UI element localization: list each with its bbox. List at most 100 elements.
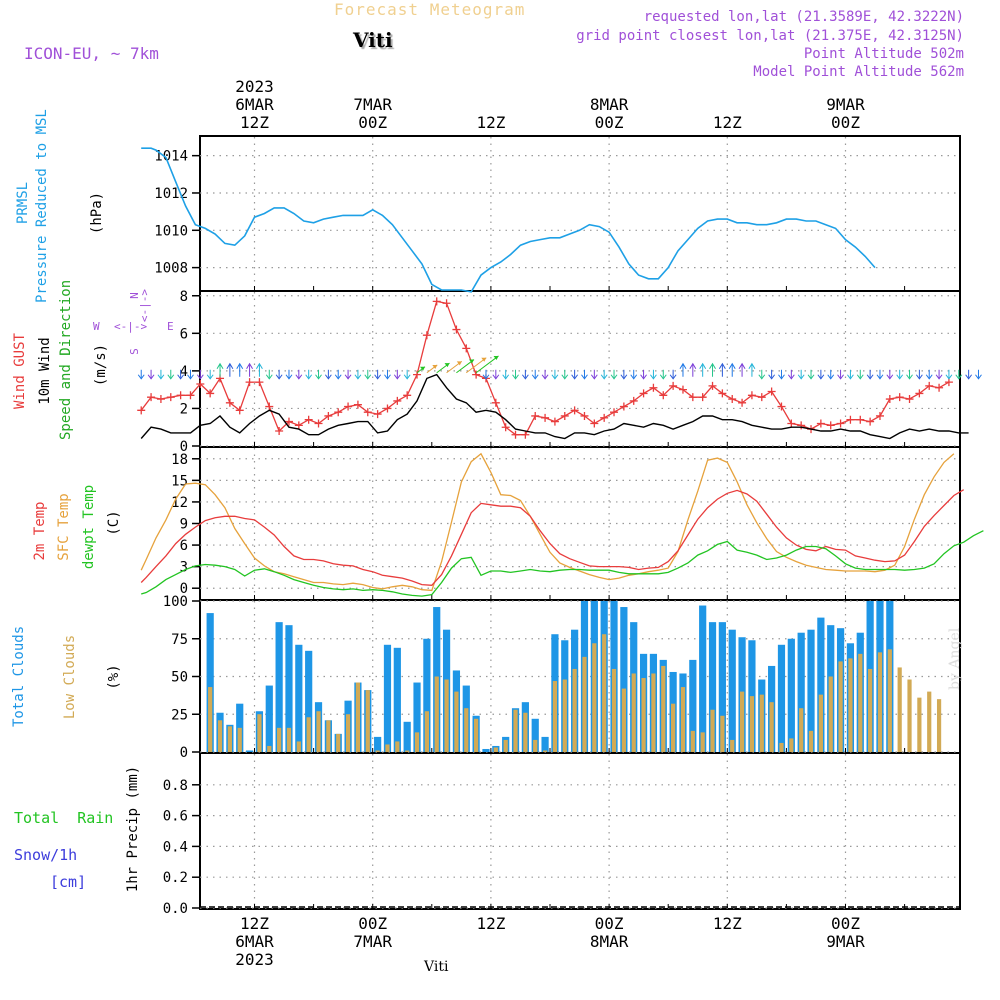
wind-arrow-head [393,374,401,380]
gust-marker [137,406,146,415]
gust-marker [846,415,855,424]
low-cloud-bar [730,739,735,752]
gust-marker [501,423,510,432]
top-time-label: 12Z [713,113,742,132]
gust-marker [610,408,619,417]
low-cloud-bar [936,699,942,752]
low-cloud-bar [907,679,912,752]
wind-arrow-head [669,374,677,380]
gust-marker [570,406,579,415]
wind-arrow-head [531,374,539,380]
gust-marker [344,402,353,411]
gust-marker [787,419,796,428]
gust-marker [383,404,392,413]
gust-marker [156,395,165,404]
total-cloud-bar [531,718,539,752]
wind-arrow-head [521,374,529,380]
gust-marker [688,393,697,402]
pressure-line [141,147,876,293]
low-cloud-bar [286,727,292,752]
total-cloud-bar [708,622,717,752]
low-cloud-bar [838,661,843,752]
wind-arrow-head [610,374,618,380]
y-tick-label: 0 [180,439,188,455]
temp-unit: (C) [106,510,122,536]
gust-marker [491,398,500,407]
wind-arrow-head [265,374,273,380]
wind-arrow-head [689,362,697,370]
gust-marker [472,370,481,379]
gust-marker [669,381,678,390]
low-cloud-bar [444,679,449,752]
low-cloud-bar [641,678,646,752]
total-clouds-label: Total Clouds [11,625,27,727]
gust-marker [176,391,185,400]
gust-marker [747,391,756,400]
wind-arrow-head [384,374,391,380]
compass-s: S [127,348,141,355]
wind-arrow-head [493,355,499,360]
top-time-label: 00Z [831,113,860,132]
wind-arrow-head [571,374,579,380]
gust-marker [511,430,520,439]
low-cloud-bar [414,732,420,752]
snow-label: Snow/1h [14,846,78,864]
wind-arrow-head [456,361,462,366]
low-cloud-bar [621,688,626,752]
y-tick-label: 2 [180,401,188,417]
low-cloud-bar [503,739,508,752]
low-cloud-bar [552,681,558,752]
wind-arrow-head [541,374,549,380]
low-cloud-bar [671,703,676,752]
low-cloud-bar [385,744,390,752]
low-cloud-bar [868,668,873,752]
prmsl-desc-label: Pressure Reduced to MSL [34,109,50,303]
wind-arrow-head [469,359,475,364]
gust-marker [353,400,362,409]
low-cloud-bar [306,717,311,752]
top-time-label: 2023 [235,77,274,96]
low-cloud-bar [759,694,764,752]
low-cloud-bar [523,712,528,752]
low-cloud-bar [917,697,922,752]
wind-arrow-head [561,374,569,380]
wind-arrow-head [590,374,598,380]
gust-marker [265,402,274,411]
y-tick-label: 6 [180,326,188,342]
wind-arrow-head [444,363,450,368]
y-tick-label: 0 [180,745,188,761]
low-cloud-bar [464,708,469,752]
low-cloud-bar [680,687,686,752]
wind-arrow-head [659,374,667,380]
y-tick-label: 0.6 [163,809,188,825]
low-cloud-bar [818,694,823,752]
low-cloud-bar [887,649,892,752]
top-time-label: 12Z [476,113,505,132]
wind-arrow [465,357,487,374]
gust-marker [728,395,737,404]
wind-arrow-head [334,374,342,380]
low-cloud-bar [799,708,804,752]
low-cloud-bar [582,656,587,752]
wind-arrow-head [965,374,973,380]
wind-arrow-head [847,374,854,380]
total-cloud-bar [797,632,805,752]
wind-arrow-head [866,374,874,380]
low-cloud-bar [769,702,774,752]
gust-marker [531,411,540,420]
wind-arrow-head [403,374,411,380]
wind-arrow-head [216,362,224,370]
low-cloud-bar [858,653,863,752]
total-cloud-bar [807,629,815,752]
low-cloud-bar [808,730,814,752]
gust-marker [235,406,244,415]
top-time-label: 6MAR [235,95,274,114]
model-label: ICON-EU, ~ 7km [24,44,159,63]
total-cloud-bar [245,750,254,752]
y-tick-label: 100 [163,594,188,610]
gust-marker [777,402,786,411]
wind-arrow-head [137,374,145,380]
low-cloud-bar [602,634,607,752]
gust-marker [925,381,934,390]
gust-marker [432,297,441,306]
